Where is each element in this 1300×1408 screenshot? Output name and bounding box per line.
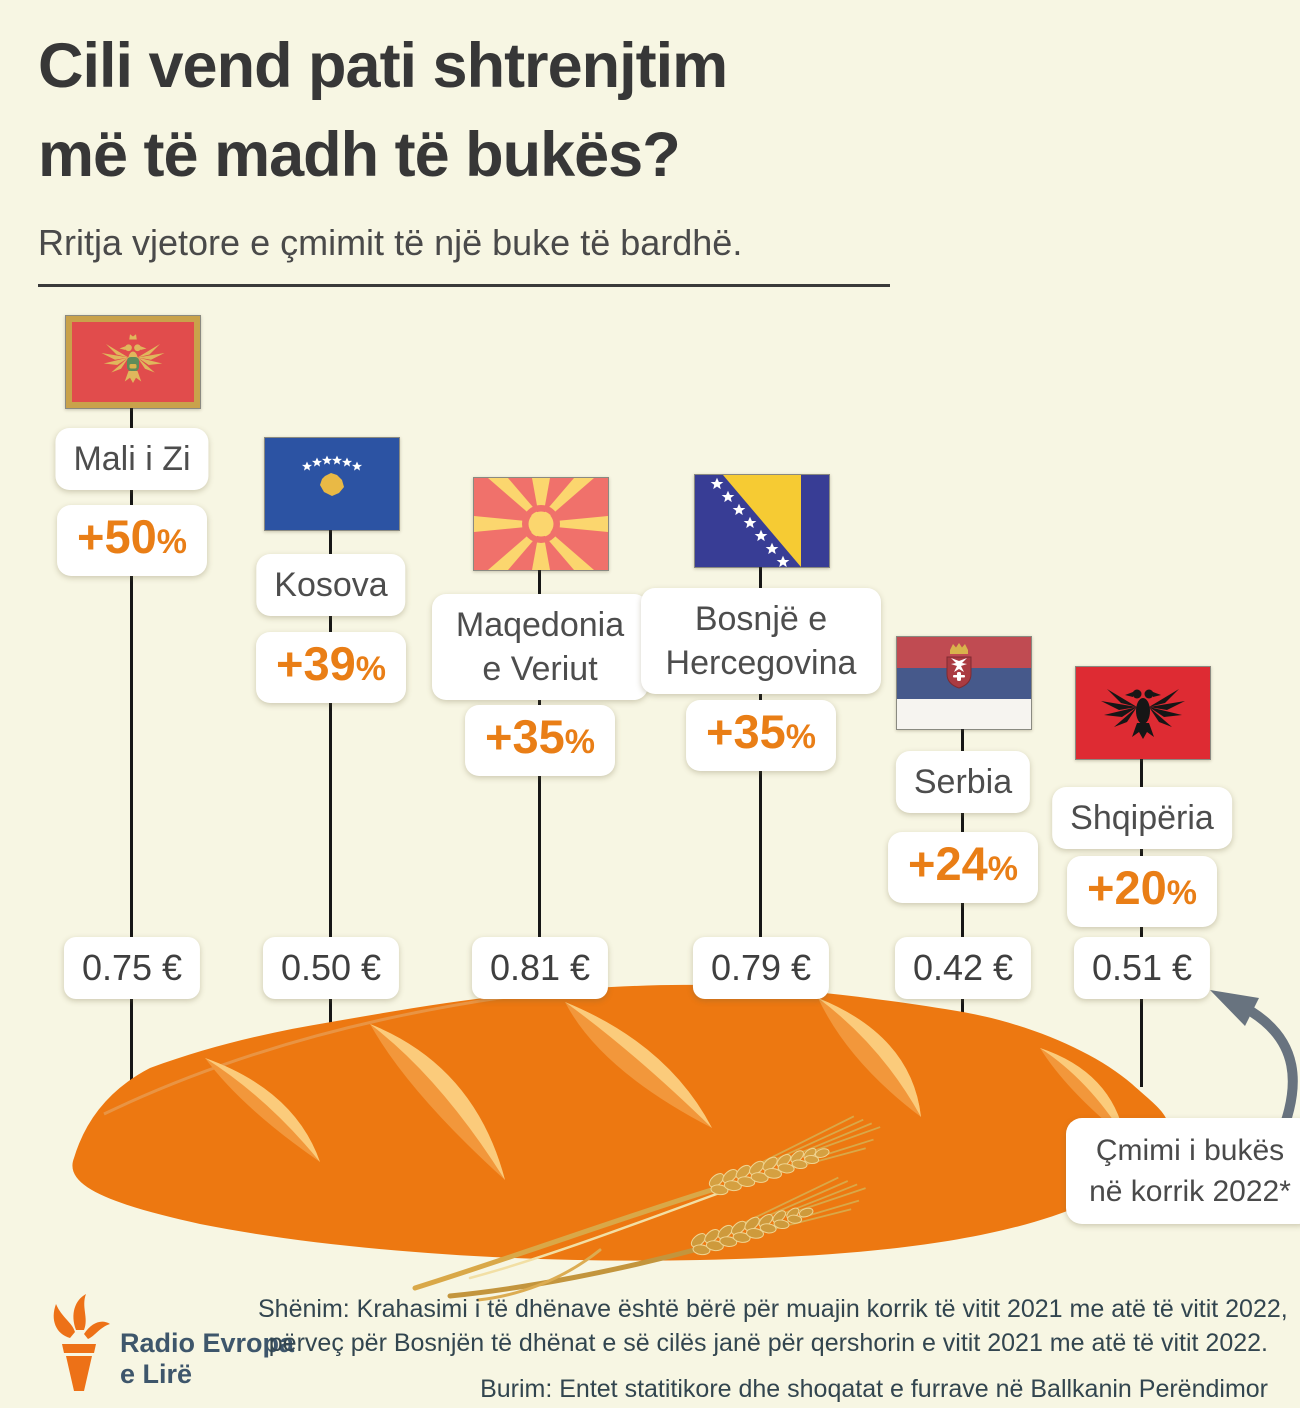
increase-badge-kosovo: +39% bbox=[256, 632, 406, 703]
country-label-bosnia: Bosnjë e Hercegovina bbox=[641, 588, 881, 694]
wheat-ear-lower bbox=[690, 1176, 866, 1256]
percent-sign: % bbox=[156, 523, 187, 561]
stem-line-montenegro bbox=[130, 407, 133, 1082]
radio-evropa-e-lire-logo: Radio Evropa e Lirë bbox=[48, 1292, 294, 1392]
wheat-ear-upper bbox=[708, 1115, 881, 1196]
increase-badge-north-macedonia: +35% bbox=[465, 705, 615, 776]
title-line-2: më të madh të bukës? bbox=[38, 120, 681, 190]
stem-line-bosnia bbox=[759, 566, 762, 987]
annotation-line-2: në korrik 2022* bbox=[1089, 1175, 1291, 1208]
increase-value: +35 bbox=[706, 705, 786, 758]
torch-icon bbox=[53, 1294, 110, 1391]
increase-value: +20 bbox=[1087, 861, 1167, 914]
albania-flag bbox=[1075, 666, 1211, 760]
note-line-1: Shënim: Krahasimi i të dhënave është bër… bbox=[258, 1295, 1288, 1323]
wheat-stems bbox=[412, 1185, 724, 1302]
logo-text: Radio Evropa e Lirë bbox=[120, 1328, 295, 1389]
country-label-montenegro: Mali i Zi bbox=[55, 428, 209, 490]
source-line: Burim: Entet statitikore dhe shoqatat e … bbox=[480, 1375, 1268, 1403]
bread-cut-1 bbox=[205, 1058, 320, 1162]
bread-cut-4 bbox=[818, 998, 921, 1117]
bread-crust-highlight bbox=[103, 988, 561, 1116]
bread-cut-3 bbox=[565, 1002, 712, 1128]
percent-sign: % bbox=[564, 723, 595, 761]
country-label-serbia: Serbia bbox=[895, 751, 1031, 813]
kosovo-flag bbox=[264, 437, 400, 531]
increase-value: +50 bbox=[77, 510, 157, 563]
country-label-kosovo: Kosova bbox=[256, 554, 406, 616]
montenegro-flag bbox=[65, 315, 201, 409]
percent-sign: % bbox=[1166, 874, 1197, 912]
increase-value: +39 bbox=[276, 637, 356, 690]
stem-line-north-macedonia bbox=[538, 569, 541, 993]
price-badge-serbia: 0.42 € bbox=[894, 937, 1032, 999]
header-divider bbox=[38, 284, 890, 287]
increase-badge-bosnia: +35% bbox=[686, 700, 836, 771]
note-line-2: përveç për Bosnjën të dhënat e së cilës … bbox=[268, 1329, 1268, 1357]
title-line-1: Cili vend pati shtrenjtim bbox=[38, 31, 728, 101]
price-badge-bosnia: 0.79 € bbox=[692, 937, 830, 999]
price-badge-north-macedonia: 0.81 € bbox=[471, 937, 609, 999]
percent-sign: % bbox=[785, 718, 816, 756]
increase-badge-albania: +20% bbox=[1067, 856, 1217, 927]
price-badge-albania: 0.51 € bbox=[1073, 937, 1211, 999]
percent-sign: % bbox=[355, 650, 386, 688]
price-badge-kosovo: 0.50 € bbox=[262, 937, 400, 999]
increase-badge-montenegro: +50% bbox=[57, 505, 207, 576]
annotation-line-1: Çmimi i bukës bbox=[1095, 1134, 1285, 1167]
page-subtitle: Rritja vjetore e çmimit të një buke të b… bbox=[38, 222, 743, 263]
bread-cut-2 bbox=[370, 1024, 505, 1180]
page-title: Cili vend pati shtrenjtim më të madh të … bbox=[38, 22, 728, 200]
north-macedonia-flag bbox=[473, 477, 609, 571]
serbia-flag bbox=[896, 636, 1032, 730]
increase-value: +35 bbox=[485, 710, 565, 763]
bread-loaf bbox=[72, 984, 1169, 1261]
increase-badge-serbia: +24% bbox=[888, 832, 1038, 903]
annotation-callout: Çmimi i bukës në korrik 2022* bbox=[1066, 1118, 1300, 1224]
footer-notes: Shënim: Krahasimi i të dhënave është bër… bbox=[258, 1292, 1288, 1406]
increase-value: +24 bbox=[908, 837, 988, 890]
price-badge-montenegro: 0.75 € bbox=[63, 937, 201, 999]
stem-line-kosovo bbox=[329, 529, 332, 1023]
country-label-albania: Shqipëria bbox=[1052, 787, 1232, 849]
country-label-north-macedonia: Maqedonia e Veriut bbox=[432, 594, 648, 700]
bosnia-herzegovina-flag bbox=[694, 474, 830, 568]
percent-sign: % bbox=[987, 850, 1018, 888]
